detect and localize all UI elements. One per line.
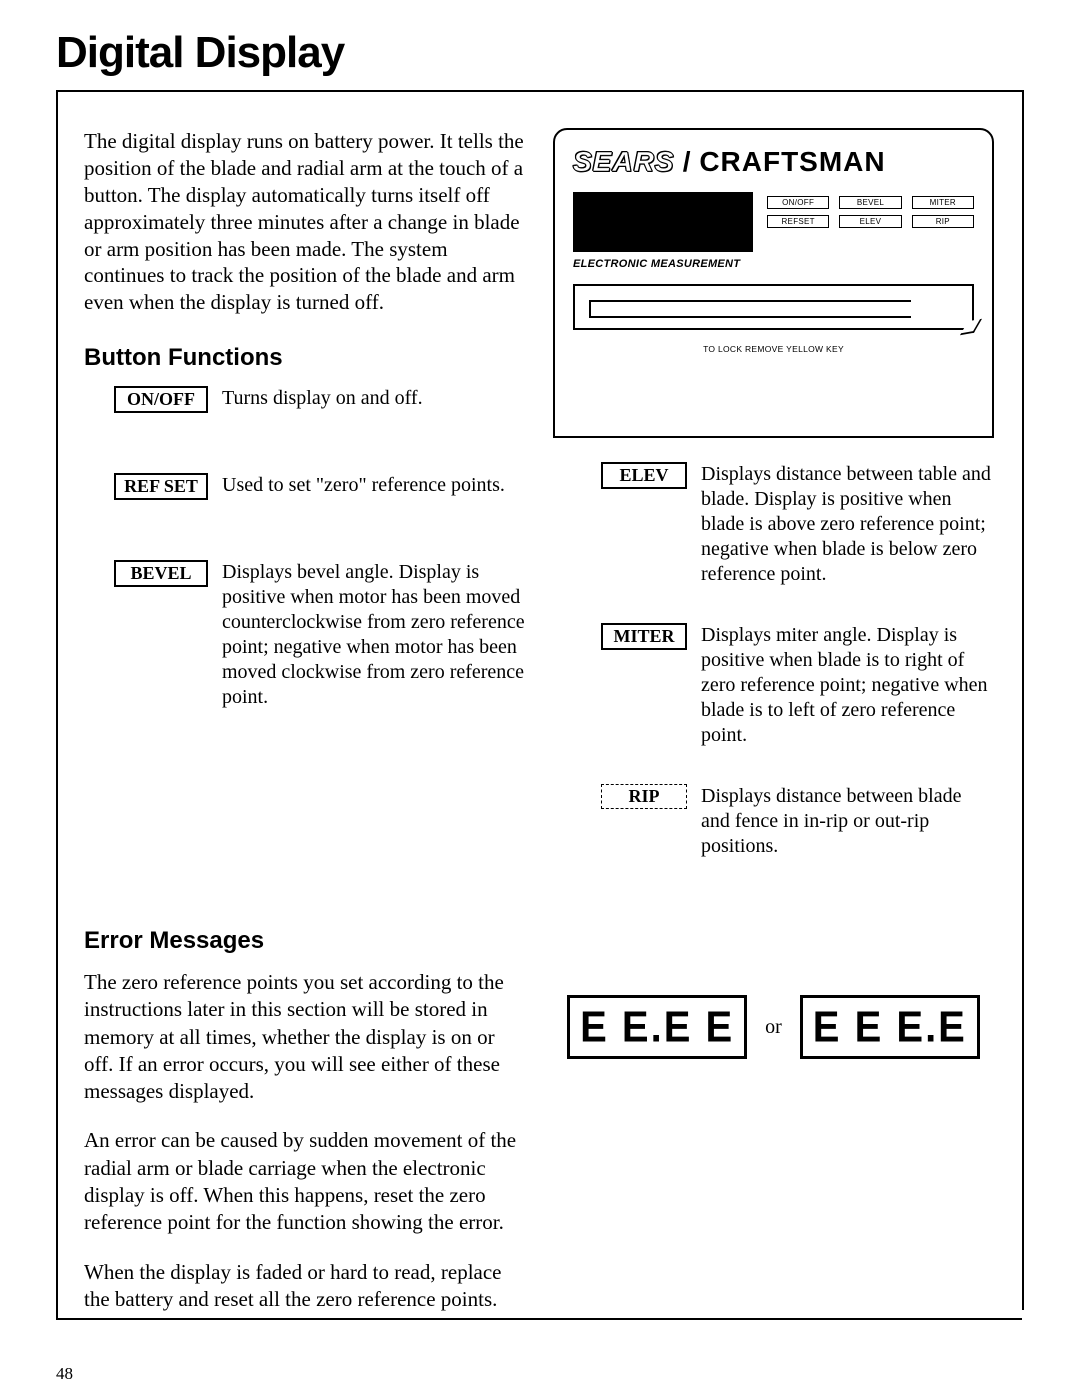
error-para-3: When the display is faded or hard to rea… bbox=[84, 1259, 525, 1314]
mini-miter: MITER bbox=[912, 196, 974, 209]
device-panel: SEARS / CRAFTSMAN ON/OFF BEVEL MITER REF… bbox=[553, 128, 994, 438]
error-display-a: E E.E E bbox=[567, 995, 747, 1059]
page-number: 48 bbox=[56, 1364, 73, 1384]
error-displays: E E.E E or E E E.E bbox=[553, 995, 994, 1059]
onoff-button: ON/OFF bbox=[114, 386, 208, 413]
elev-row: ELEV Displays distance between table and… bbox=[553, 462, 994, 587]
lcd-screen bbox=[573, 192, 753, 252]
bevel-desc: Displays bevel angle. Display is positiv… bbox=[222, 560, 525, 710]
onoff-desc: Turns display on and off. bbox=[222, 386, 423, 411]
mini-bevel: BEVEL bbox=[839, 196, 901, 209]
bevel-button: BEVEL bbox=[114, 560, 208, 587]
refset-row: REF SET Used to set "zero" reference poi… bbox=[114, 473, 525, 500]
page-title: Digital Display bbox=[56, 28, 1024, 78]
error-para-1: The zero reference points you set accord… bbox=[84, 969, 525, 1105]
brand-sears: SEARS bbox=[573, 146, 674, 177]
mini-onoff: ON/OFF bbox=[767, 196, 829, 209]
button-functions-heading: Button Functions bbox=[84, 344, 525, 372]
content-frame: The digital display runs on battery powe… bbox=[56, 90, 1024, 1310]
electronic-measurement-label: ELECTRONIC MEASUREMENT bbox=[573, 258, 974, 270]
left-column: The digital display runs on battery powe… bbox=[84, 128, 525, 895]
brand-craftsman: CRAFTSMAN bbox=[699, 146, 885, 177]
rip-row: RIP Displays distance between blade and … bbox=[553, 784, 994, 859]
elev-button: ELEV bbox=[601, 462, 687, 489]
or-text: or bbox=[765, 1016, 782, 1039]
onoff-row: ON/OFF Turns display on and off. bbox=[114, 386, 525, 413]
rip-button: RIP bbox=[601, 784, 687, 809]
mini-elev: ELEV bbox=[839, 215, 901, 228]
error-para-2: An error can be caused by sudden movemen… bbox=[84, 1127, 525, 1236]
lock-text: TO LOCK REMOVE YELLOW KEY bbox=[573, 344, 974, 354]
mini-rip: RIP bbox=[912, 215, 974, 228]
error-right: E E.E E or E E E.E bbox=[553, 919, 994, 1335]
elev-desc: Displays distance between table and blad… bbox=[701, 462, 994, 587]
intro-text: The digital display runs on battery powe… bbox=[84, 128, 525, 316]
refset-desc: Used to set "zero" reference points. bbox=[222, 473, 505, 498]
miter-desc: Displays miter angle. Display is positiv… bbox=[701, 623, 994, 748]
brand-line: SEARS / CRAFTSMAN bbox=[573, 146, 974, 178]
miter-button: MITER bbox=[601, 623, 687, 650]
right-column: SEARS / CRAFTSMAN ON/OFF BEVEL MITER REF… bbox=[553, 128, 994, 895]
error-left: Error Messages The zero reference points… bbox=[84, 919, 525, 1335]
key-slot bbox=[573, 284, 974, 330]
error-messages-heading: Error Messages bbox=[84, 927, 525, 955]
miter-row: MITER Displays miter angle. Display is p… bbox=[553, 623, 994, 748]
rip-desc: Displays distance between blade and fenc… bbox=[701, 784, 994, 859]
mini-refset: REFSET bbox=[767, 215, 829, 228]
error-display-b: E E E.E bbox=[800, 995, 980, 1059]
brand-sep: / bbox=[674, 146, 699, 177]
refset-button: REF SET bbox=[114, 473, 208, 500]
device-buttons: ON/OFF BEVEL MITER REFSET ELEV RIP bbox=[767, 196, 974, 228]
bevel-row: BEVEL Displays bevel angle. Display is p… bbox=[114, 560, 525, 710]
